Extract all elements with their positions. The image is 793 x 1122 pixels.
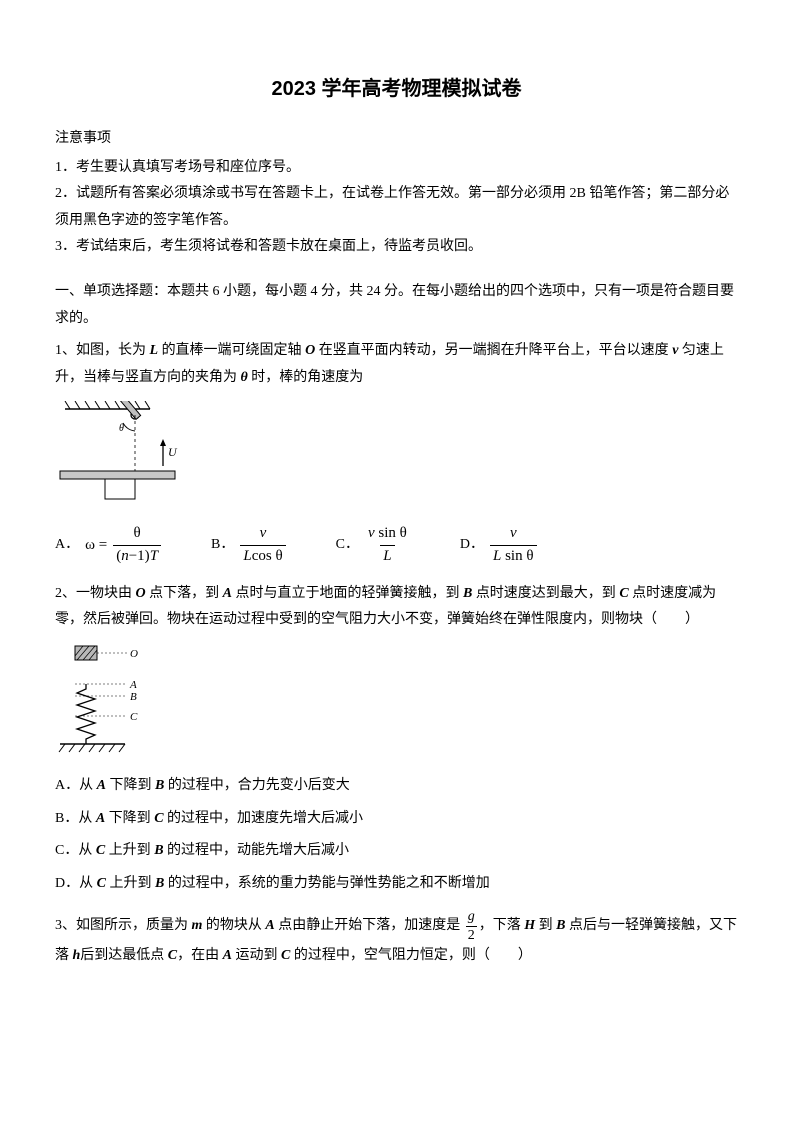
q1-option-C: C． v sin θ L xyxy=(336,525,410,565)
q2-option-B: B．从 A 下降到 C 的过程中，加速度先增大后减小 xyxy=(55,806,738,833)
svg-text:U: U xyxy=(168,445,178,459)
q3-text: 的物块从 xyxy=(202,919,265,934)
question-2: 2、一物块由 O 点下落，到 A 点时与直立于地面的轻弹簧接触，到 B 点时速度… xyxy=(55,581,738,634)
q3-text: 后到达最低点 xyxy=(80,948,168,963)
svg-text:O: O xyxy=(130,648,138,660)
fraction: v L sin θ xyxy=(490,525,537,565)
notice-item-1: 1．考生要认真填写考场号和座位序号。 xyxy=(55,155,738,182)
q1-option-B: B． v Lcos θ xyxy=(211,525,286,565)
omega-eq: ω = xyxy=(85,531,107,560)
fraction: θ (n−1)T xyxy=(113,525,161,565)
q2-B: B xyxy=(463,586,472,601)
q3-text: 的过程中，空气阻力恒定，则（ ） xyxy=(290,948,532,963)
svg-text:θ: θ xyxy=(119,423,124,434)
q3-H: H xyxy=(524,919,535,934)
opt-label: C． xyxy=(336,532,359,559)
question-3: 3、如图所示，质量为 m 的物块从 A 点由静止开始下落，加速度是 g2，下落 … xyxy=(55,909,738,969)
q3-text: ，在由 xyxy=(177,948,223,963)
svg-text:A: A xyxy=(129,679,137,691)
section-1-heading: 一、单项选择题：本题共 6 小题，每小题 4 分，共 24 分。在每小题给出的四… xyxy=(55,279,738,332)
q2-text: 点时与直立于地面的轻弹簧接触，到 xyxy=(232,586,463,601)
q2-text: 2、一物块由 xyxy=(55,586,136,601)
svg-text:C: C xyxy=(130,711,138,723)
q1-option-D: D． v L sin θ xyxy=(460,525,537,565)
notice-heading: 注意事项 xyxy=(55,126,738,153)
q1-option-A: A． ω = θ (n−1)T xyxy=(55,525,161,565)
fraction: v Lcos θ xyxy=(240,525,285,565)
q3-text: 运动到 xyxy=(232,948,281,963)
q3-text: ，下落 xyxy=(479,919,525,934)
q1-text: 时，棒的角速度为 xyxy=(248,370,364,385)
q1-figure: θ U xyxy=(55,401,738,511)
q1-text: 1、如图，长为 xyxy=(55,343,150,358)
fraction: v sin θ L xyxy=(365,525,410,565)
q2-C: C xyxy=(619,586,628,601)
exam-title: 2023 学年高考物理模拟试卷 xyxy=(55,70,738,108)
fraction-g-2: g2 xyxy=(466,909,477,943)
q2-O: O xyxy=(136,586,146,601)
q2-option-A: A．从 A 下降到 B 的过程中，合力先变小后变大 xyxy=(55,773,738,800)
q2-option-C: C．从 C 上升到 B 的过程中，动能先增大后减小 xyxy=(55,838,738,865)
q3-C2: C xyxy=(281,948,290,963)
notice-item-2: 2．试题所有答案必须填涂或书写在答题卡上，在试卷上作答无效。第一部分必须用 2B… xyxy=(55,181,738,234)
notice-item-3: 3．考试结束后，考生须将试卷和答题卡放在桌面上，待监考员收回。 xyxy=(55,234,738,261)
q1-options: A． ω = θ (n−1)T B． v Lcos θ C． v sin θ L… xyxy=(55,525,738,565)
q3-A2: A xyxy=(223,948,232,963)
q3-m: m xyxy=(192,919,203,934)
q1-L: L xyxy=(150,343,159,358)
q1-text: 在竖直平面内转动，另一端搁在升降平台上，平台以速度 xyxy=(315,343,672,358)
opt-label: B． xyxy=(211,532,234,559)
question-1: 1、如图，长为 L 的直棒一端可绕固定轴 O 在竖直平面内转动，另一端搁在升降平… xyxy=(55,338,738,391)
q1-O: O xyxy=(305,343,315,358)
q2-option-D: D．从 C 上升到 B 的过程中，系统的重力势能与弹性势能之和不断增加 xyxy=(55,871,738,898)
svg-text:B: B xyxy=(130,691,137,703)
opt-label: A． xyxy=(55,532,79,559)
q1-text: 的直棒一端可绕固定轴 xyxy=(158,343,305,358)
q2-figure: O A B C xyxy=(55,644,738,759)
q1-theta: θ xyxy=(241,370,248,385)
q2-text: 点下落，到 xyxy=(146,586,223,601)
q3-text: 点由静止开始下落，加速度是 xyxy=(275,919,464,934)
q3-text: 3、如图所示，质量为 xyxy=(55,919,192,934)
q2-text: 点时速度达到最大，到 xyxy=(472,586,619,601)
q2-A: A xyxy=(223,586,232,601)
q3-text: 到 xyxy=(535,919,556,934)
opt-label: D． xyxy=(460,532,484,559)
q3-C: C xyxy=(168,948,177,963)
q3-A: A xyxy=(265,919,274,934)
